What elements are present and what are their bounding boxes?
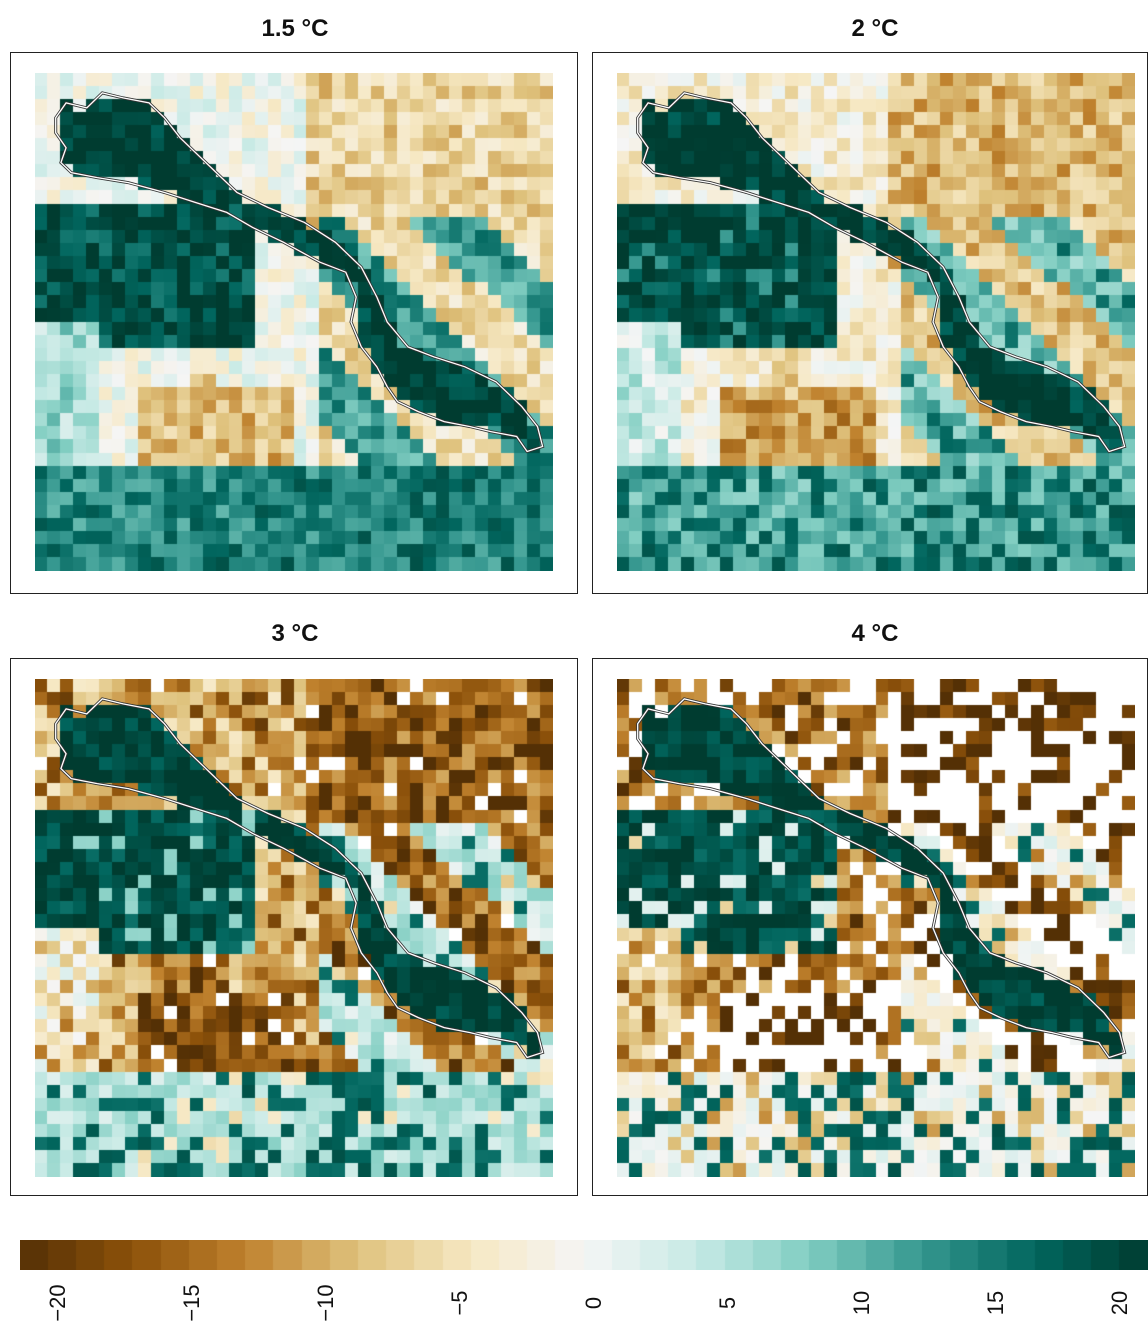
legend-tick: 5	[715, 1296, 740, 1310]
panel-title-3: 3 °C	[271, 620, 319, 647]
legend-tick: 0	[581, 1296, 606, 1310]
map-panel-4	[592, 658, 1148, 1196]
panel-title-1: 1.5 °C	[261, 15, 329, 42]
region-outline-shadow	[54, 91, 545, 454]
panel-title-2: 2 °C	[851, 15, 899, 42]
legend-tick: −10	[313, 1284, 338, 1322]
raster-grid-4	[617, 679, 1135, 1177]
region-outline-line	[637, 92, 1126, 453]
region-outline-shadow	[54, 697, 545, 1060]
region-outline-4	[636, 697, 1127, 1060]
region-outline-shadow	[636, 91, 1127, 454]
color-legend-bar	[20, 1240, 1148, 1270]
raster-grid-2	[617, 73, 1135, 571]
raster-grid-1	[35, 73, 553, 571]
region-outline-2	[636, 91, 1127, 454]
region-outline-line	[55, 92, 544, 453]
legend-tick: −5	[447, 1290, 472, 1316]
map-panel-3	[10, 658, 578, 1196]
map-panel-2	[592, 52, 1148, 594]
legend-tick: 15	[983, 1290, 1008, 1316]
region-outline-3	[54, 697, 545, 1060]
map-panel-1	[10, 52, 578, 594]
region-outline-1	[54, 91, 545, 454]
region-outline-line	[637, 698, 1126, 1059]
panel-title-4: 4 °C	[851, 620, 899, 647]
region-outline-shadow	[636, 697, 1127, 1060]
legend-tick: 10	[849, 1290, 874, 1316]
raster-grid-3	[35, 679, 553, 1177]
legend-tick: 20	[1107, 1290, 1132, 1316]
legend-tick: −15	[179, 1284, 204, 1322]
region-outline-line	[55, 698, 544, 1059]
legend-tick: −20	[45, 1284, 70, 1322]
